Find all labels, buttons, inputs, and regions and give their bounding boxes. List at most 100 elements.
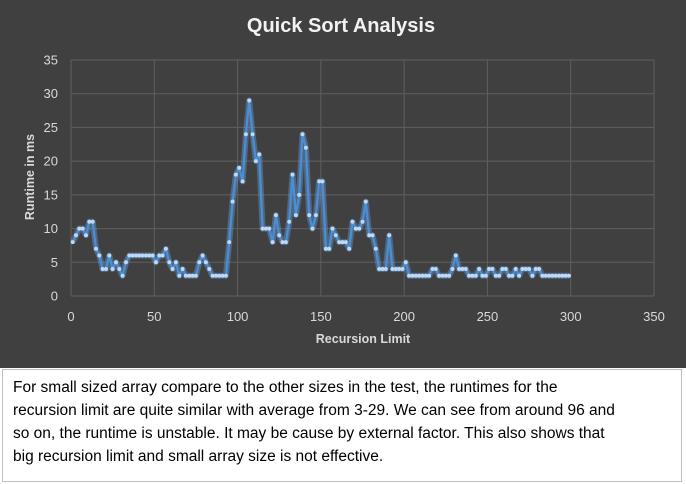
- data-point: [307, 213, 312, 218]
- data-point: [167, 260, 172, 265]
- data-point: [417, 273, 422, 278]
- data-point: [413, 273, 418, 278]
- data-point: [270, 240, 275, 245]
- data-point: [317, 179, 322, 184]
- data-point: [210, 273, 215, 278]
- data-point: [250, 132, 255, 137]
- data-point: [390, 267, 395, 271]
- caption-line: big recursion limit and small array size…: [13, 448, 384, 465]
- data-point: [220, 273, 225, 278]
- data-point: [367, 233, 372, 238]
- data-point: [353, 226, 358, 231]
- data-point: [233, 172, 238, 177]
- data-point: [540, 273, 545, 278]
- data-point: [223, 273, 228, 278]
- x-tick-label: 50: [147, 309, 161, 324]
- data-point: [160, 253, 165, 258]
- data-point: [243, 132, 248, 137]
- data-point: [567, 273, 571, 278]
- data-point: [333, 233, 338, 238]
- data-point: [290, 172, 295, 177]
- data-point: [337, 240, 342, 245]
- data-point: [453, 253, 458, 258]
- data-point: [513, 267, 518, 271]
- x-axis-label: Recursion Limit: [316, 332, 411, 346]
- data-point: [170, 267, 175, 271]
- data-point: [343, 240, 348, 245]
- y-tick-label: 35: [44, 53, 58, 68]
- data-point: [373, 246, 378, 251]
- data-point: [497, 273, 502, 278]
- data-point: [80, 226, 85, 231]
- data-point: [460, 267, 465, 271]
- y-tick-label: 5: [51, 255, 58, 270]
- data-point: [163, 246, 168, 251]
- gridlines: [70, 59, 655, 297]
- data-point: [280, 240, 285, 245]
- data-point: [530, 273, 535, 278]
- data-point: [340, 240, 345, 245]
- data-point: [293, 213, 298, 218]
- x-tick-label: 150: [310, 309, 332, 324]
- data-point: [450, 267, 455, 271]
- x-axis-ticks: 0 50 100 150 200 250 300 350: [67, 309, 664, 324]
- data-point: [297, 192, 302, 197]
- data-point: [130, 253, 135, 258]
- chart-title: Quick Sort Analysis: [247, 15, 435, 37]
- data-point: [147, 253, 152, 258]
- data-point: [473, 273, 478, 278]
- data-point: [257, 152, 262, 157]
- data-point: [363, 199, 368, 204]
- data-point: [563, 273, 568, 278]
- data-point: [383, 267, 388, 271]
- data-point: [90, 219, 95, 224]
- data-point: [263, 226, 268, 231]
- data-point: [470, 273, 475, 278]
- data-point: [300, 132, 305, 137]
- data-point: [140, 253, 145, 258]
- data-point: [157, 253, 162, 258]
- data-point: [97, 253, 102, 258]
- caption-line: so on, the runtime is unstable. It may b…: [13, 425, 605, 442]
- data-point: [490, 267, 495, 271]
- data-point: [277, 233, 282, 238]
- data-point: [267, 226, 272, 231]
- data-point: [150, 253, 155, 258]
- data-point: [557, 273, 562, 278]
- data-point: [517, 273, 522, 278]
- data-point: [227, 240, 232, 245]
- data-point: [77, 226, 82, 231]
- data-point: [203, 260, 208, 265]
- data-point: [127, 253, 132, 258]
- data-point: [507, 273, 512, 278]
- data-point: [493, 273, 498, 278]
- x-tick-label: 350: [643, 309, 665, 324]
- data-point: [124, 260, 128, 265]
- data-point: [100, 267, 105, 271]
- data-point: [237, 165, 242, 170]
- data-point: [310, 226, 315, 231]
- data-point: [477, 267, 482, 271]
- chart-panel: Quick Sort Analysis 0 5 10 15 20 25 30 35 0 50 10…: [0, 0, 686, 368]
- data-point: [457, 267, 462, 271]
- data-point: [320, 179, 325, 184]
- data-point: [463, 267, 468, 271]
- y-tick-label: 30: [44, 86, 58, 101]
- data-point: [380, 267, 385, 271]
- data-point: [180, 267, 185, 271]
- data-point: [400, 267, 405, 271]
- data-point: [467, 273, 472, 278]
- data-point: [107, 253, 112, 258]
- caption-line: For small sized array compare to the oth…: [13, 379, 558, 396]
- data-point: [547, 273, 552, 278]
- data-point: [527, 267, 532, 271]
- data-point: [423, 273, 428, 278]
- y-tick-label: 25: [44, 120, 58, 135]
- data-point: [94, 246, 98, 251]
- data-point: [213, 273, 218, 278]
- data-point: [420, 273, 425, 278]
- data-point: [483, 273, 488, 278]
- data-point: [533, 267, 538, 271]
- data-point: [430, 267, 435, 271]
- data-point: [357, 226, 362, 231]
